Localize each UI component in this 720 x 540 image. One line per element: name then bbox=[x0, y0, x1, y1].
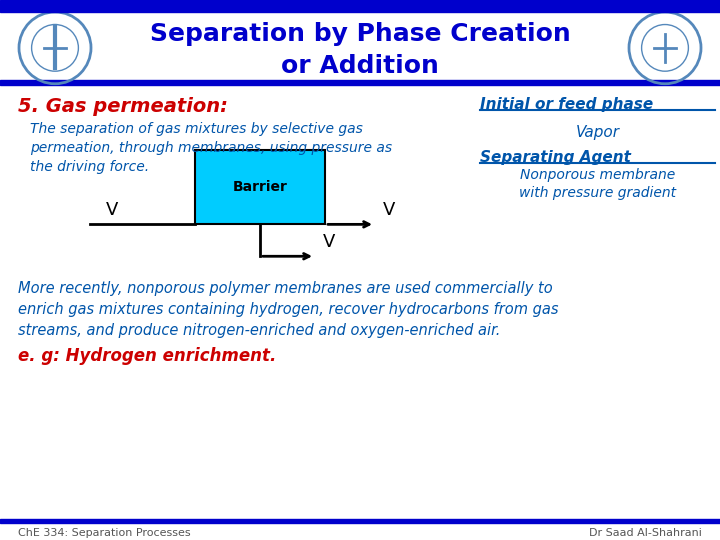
Text: The separation of gas mixtures by selective gas: The separation of gas mixtures by select… bbox=[30, 122, 363, 136]
Text: V: V bbox=[106, 201, 118, 219]
Bar bbox=[0, 80, 720, 85]
Text: V: V bbox=[383, 201, 395, 219]
Text: V: V bbox=[323, 233, 336, 251]
Text: Vapor: Vapor bbox=[576, 125, 620, 140]
Text: Separating Agent: Separating Agent bbox=[480, 150, 631, 165]
Text: the driving force.: the driving force. bbox=[30, 159, 149, 173]
Text: Nonporous membrane
with pressure gradient: Nonporous membrane with pressure gradien… bbox=[519, 167, 677, 200]
Bar bbox=[0, 518, 720, 523]
Text: streams, and produce nitrogen-enriched and oxygen-enriched air.: streams, and produce nitrogen-enriched a… bbox=[18, 323, 500, 338]
Text: enrich gas mixtures containing hydrogen, recover hydrocarbons from gas: enrich gas mixtures containing hydrogen,… bbox=[18, 302, 559, 317]
Text: permeation, through membranes, using pressure as: permeation, through membranes, using pre… bbox=[30, 140, 392, 154]
Text: Barrier: Barrier bbox=[233, 180, 287, 194]
Text: More recently, nonporous polymer membranes are used commercially to: More recently, nonporous polymer membran… bbox=[18, 281, 553, 296]
Text: Separation by Phase Creation
or Addition: Separation by Phase Creation or Addition bbox=[150, 22, 570, 78]
Text: e. g: Hydrogen enrichment.: e. g: Hydrogen enrichment. bbox=[18, 347, 276, 365]
Text: Initial or feed phase: Initial or feed phase bbox=[480, 97, 653, 112]
Text: Dr Saad Al-Shahrani: Dr Saad Al-Shahrani bbox=[589, 528, 702, 537]
Bar bbox=[0, 0, 720, 12]
Text: ChE 334: Separation Processes: ChE 334: Separation Processes bbox=[18, 528, 191, 537]
Bar bbox=[195, 150, 325, 224]
Text: 5. Gas permeation:: 5. Gas permeation: bbox=[18, 97, 228, 116]
